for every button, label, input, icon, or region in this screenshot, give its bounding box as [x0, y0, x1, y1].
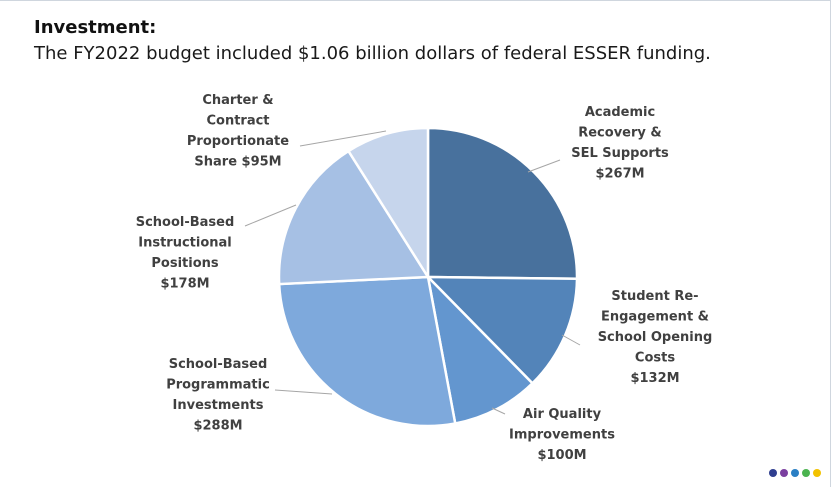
leader-line-3 [491, 407, 506, 415]
slice-label-line: $267M [595, 167, 644, 182]
brand-dot-4 [802, 469, 810, 477]
slice-label-1: Academic Recovery & SEL Supports $267M [571, 105, 669, 182]
page-title: Investment: [34, 17, 157, 38]
slice-label-line: Instructional [138, 236, 232, 251]
slice-label-line: $288M [193, 419, 242, 434]
slice-label-line: $132M [630, 371, 679, 386]
slice-label-5: School-Based Instructional Positions $178M [136, 215, 235, 292]
brand-dots-logo [769, 469, 821, 477]
slice-label-2: Student Re- Engagement & School Opening Cos… [598, 289, 713, 386]
slice-label-3: Air Quality Improvements $100M [509, 407, 615, 463]
slice-label-line: School-Based [169, 357, 268, 372]
slice-label-line: Share $95M [194, 155, 281, 170]
slice-label-line: School Opening [598, 330, 713, 345]
slice-label-line: Positions [151, 256, 219, 271]
slice-label-line: Programmatic [166, 378, 270, 393]
slice-label-line: Academic [585, 105, 655, 120]
slice-label-line: Air Quality [523, 407, 602, 422]
slice-label-line: $100M [537, 448, 586, 463]
slice-label-line: Charter & [202, 93, 273, 108]
slice-label-line: Investments [173, 398, 264, 413]
slice-label-line: Student Re- [611, 289, 698, 304]
pie-slice-6 [346, 126, 430, 282]
slice-label-4: School-Based Programmatic Investments $288M [166, 357, 270, 434]
slice-label-line: Contract [206, 114, 269, 129]
leader-line-6 [299, 130, 387, 147]
brand-dot-1 [769, 469, 777, 477]
slice-label-line: School-Based [136, 215, 235, 230]
slice-label-line: $178M [160, 277, 209, 292]
slice-label-line: Engagement & [601, 310, 709, 325]
slice-label-line: Proportionate [187, 134, 289, 149]
pie-slice-2 [424, 275, 579, 386]
leader-line-4 [274, 389, 333, 395]
slice-label-line: Costs [635, 351, 675, 366]
pie-slice-4 [277, 275, 457, 428]
brand-dot-2 [780, 469, 788, 477]
leader-line-2 [561, 334, 581, 346]
brand-dot-5 [813, 469, 821, 477]
pie-slice-3 [426, 273, 535, 425]
pie-slice-5 [277, 149, 431, 286]
slice-label-6: Charter & Contract Proportionate Share $95M [187, 93, 289, 170]
top-border [0, 0, 831, 1]
slice-label-line: SEL Supports [571, 146, 669, 161]
slice-label-line: Recovery & [578, 126, 662, 141]
page-subtitle: The FY2022 budget included $1.06 billion… [34, 43, 711, 64]
slice-label-line: Improvements [509, 428, 615, 443]
pie-slice-1 [426, 126, 579, 281]
leader-line-5 [244, 204, 297, 227]
leader-line-1 [527, 159, 561, 173]
brand-dot-3 [791, 469, 799, 477]
